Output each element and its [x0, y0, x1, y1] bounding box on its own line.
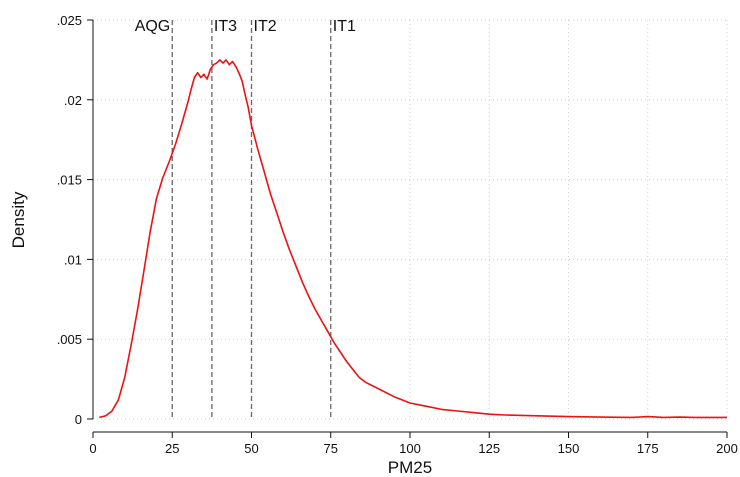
- gridlines: [92, 19, 728, 420]
- axes: [92, 20, 727, 433]
- x-tick-label: 0: [89, 441, 96, 456]
- reference-label-it3: IT3: [214, 18, 237, 35]
- x-tick-label: 175: [637, 441, 659, 456]
- reference-label-it1: IT1: [333, 18, 356, 35]
- x-tick-label: 50: [244, 441, 258, 456]
- x-tick-label: 75: [324, 441, 338, 456]
- x-axis-title: PM25: [388, 458, 432, 477]
- y-tick-label: .005: [57, 332, 82, 347]
- y-tick-label: .015: [57, 173, 82, 188]
- x-tick-label: 150: [558, 441, 580, 456]
- density-line: [99, 59, 727, 419]
- y-tick-label: 0: [75, 412, 82, 427]
- y-tick-label: .01: [64, 252, 82, 267]
- y-tick-label: .02: [64, 93, 82, 108]
- y-axis-title: Density: [9, 191, 28, 248]
- reference-label-aqg: AQG: [135, 18, 171, 35]
- series: [99, 59, 727, 419]
- x-tick-label: 25: [165, 441, 179, 456]
- reference-label-it2: IT2: [254, 18, 277, 35]
- ticks: 0 .005 .01 .015 .02 .025 0 25 50 75 100 125 150 175 20…: [57, 13, 738, 456]
- x-tick-label: 100: [399, 441, 421, 456]
- reference-lines: AQG IT3 IT2 IT1: [135, 18, 356, 419]
- y-tick-label: .025: [57, 13, 82, 28]
- x-tick-label: 125: [478, 441, 500, 456]
- x-tick-label: 200: [716, 441, 738, 456]
